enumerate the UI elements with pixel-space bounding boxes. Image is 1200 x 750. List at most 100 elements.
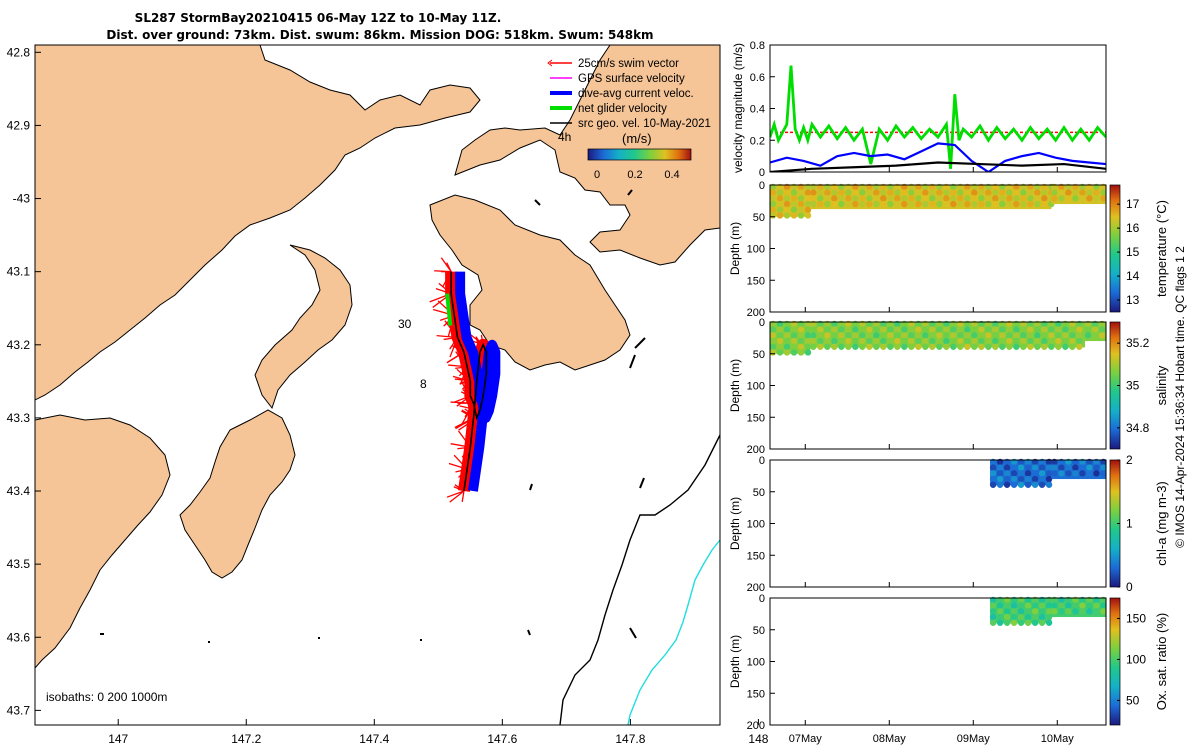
- depth-data-point: [985, 195, 992, 202]
- colorbar-temperature: [1109, 184, 1121, 313]
- depth-data-point: [866, 195, 873, 202]
- depth-data-point: [1065, 189, 1072, 196]
- legend-arrow-swim: [547, 59, 553, 67]
- depth-data-point: [1027, 200, 1034, 208]
- depth-data-point: [1017, 608, 1025, 615]
- depth-data-point: [790, 349, 798, 356]
- depth-data-point: [852, 195, 859, 202]
- depth-data-point: [866, 189, 873, 196]
- depth-data-point: [908, 332, 915, 339]
- depth-data-point: [1069, 326, 1076, 333]
- footer-credit: © IMOS 14-Apr-2024 15:36:34 Hobart time.…: [1173, 246, 1187, 548]
- depth-data-point: [1062, 337, 1069, 345]
- depth-data-point: [992, 189, 999, 196]
- depth-data-point: [783, 343, 791, 350]
- depth-data-point: [783, 337, 791, 345]
- depth-data-point: [845, 195, 852, 202]
- depth-data-point: [999, 200, 1006, 208]
- geo-arrow: [627, 189, 633, 196]
- depth-data-point: [1034, 332, 1041, 339]
- depth-data-point: [957, 200, 964, 208]
- depth-data-point: [1048, 337, 1055, 345]
- depth-data-point: [887, 343, 894, 350]
- depth-data-point: [908, 326, 915, 333]
- depth-data-point: [1051, 195, 1058, 202]
- depth-data-point: [887, 189, 894, 196]
- depth-data-point: [1084, 326, 1092, 333]
- depth-data-point: [964, 332, 971, 339]
- depth-data-point: [989, 475, 997, 483]
- depth-data-point: [936, 195, 943, 202]
- depth-data-point: [831, 189, 838, 196]
- depth-data-point: [797, 332, 805, 339]
- depth-data-block: [770, 185, 811, 217]
- depth-data-point: [838, 200, 845, 208]
- depth-data-point: [810, 337, 817, 345]
- depth-data-point: [790, 326, 798, 333]
- depth-data-point: [776, 200, 784, 208]
- colorbar-tick-label: 1: [1126, 517, 1133, 531]
- depth-data-point: [936, 332, 943, 339]
- velocity-ylabel: velocity magnitude (m/s): [731, 43, 745, 173]
- time-axis-label: 10May: [1041, 733, 1075, 745]
- depth-data-point: [936, 326, 943, 333]
- depth-data-point: [1010, 464, 1018, 471]
- depth-data-point: [922, 195, 929, 202]
- depth-data-point: [1027, 189, 1034, 196]
- colorbar-label-chlorophyll: chl-a (mg m-3): [1154, 481, 1169, 566]
- land-west-main: [35, 45, 481, 401]
- depth-data-point: [1010, 619, 1018, 626]
- depth-data-point: [1100, 189, 1107, 196]
- depth-data-point: [1010, 475, 1018, 483]
- depth-data-point: [866, 332, 873, 339]
- depth-data-point: [1020, 195, 1027, 202]
- depth-data-point: [1100, 464, 1107, 471]
- depth-data-point: [996, 470, 1004, 477]
- map-ytick-label: 43.4: [7, 484, 31, 498]
- depth-data-point: [929, 337, 936, 345]
- depth-data-point: [964, 337, 971, 345]
- depth-data-point: [790, 343, 798, 350]
- depth-data-point: [810, 195, 817, 202]
- depth-data-point: [1058, 470, 1065, 477]
- depth-panel-chlorophyll: 0 50 100 150 200 Depth (m) 2 1 0 chl-a (mg m-3): [728, 453, 1169, 594]
- legend-label-geo: src geo. vel. 10-May-2021: [578, 118, 711, 130]
- depth-data-point: [1041, 195, 1048, 202]
- depth-data-point: [1098, 332, 1106, 339]
- depth-data-point: [804, 337, 812, 345]
- title-line-1: SL287 StormBay20210415 06-May 12Z to 10-…: [135, 11, 502, 25]
- depth-ytick-label: 150: [747, 275, 765, 287]
- colorbar-tick-label: 13: [1126, 293, 1140, 307]
- depth-data-point: [838, 332, 845, 339]
- depth-data-point: [1100, 608, 1107, 615]
- depth-data-point: [845, 200, 852, 208]
- colorbar-tick-label: 15: [1126, 245, 1140, 259]
- depth-data-point: [996, 475, 1004, 483]
- depth-data-point: [1020, 337, 1027, 345]
- depth-ylabel: Depth (m): [728, 497, 742, 550]
- depth-ytick-label: 0: [759, 317, 765, 329]
- map-xtick-label: 147.2: [231, 732, 261, 746]
- map-ytick-label: 43.5: [7, 557, 31, 571]
- map-ytick-label: 43.7: [7, 703, 31, 717]
- depth-data-point: [1017, 619, 1025, 626]
- depth-data-point: [1031, 475, 1039, 483]
- depth-data-point: [1024, 481, 1032, 488]
- depth-data-point: [1079, 464, 1086, 471]
- depth-data-point: [776, 332, 784, 339]
- depth-data-point: [873, 189, 880, 196]
- depth-data-point: [1013, 326, 1020, 333]
- depth-ytick-label: 0: [759, 455, 765, 467]
- isobaths-label: isobaths: 0 200 1000m: [46, 690, 167, 704]
- depth-data-point: [943, 195, 950, 202]
- depth-data-point: [1045, 602, 1053, 609]
- depth-data-point: [929, 189, 936, 196]
- depth-data-point: [964, 343, 971, 350]
- colorbar-tick-label: 35: [1126, 379, 1140, 393]
- map-panel: 30 8 147 147.2 147.4 147.6 147.8 148 42.8 42.9 -…: [7, 44, 769, 746]
- depth-data-point: [783, 206, 791, 213]
- depth-data-point: [1020, 343, 1027, 350]
- depth-data-point: [908, 189, 915, 196]
- depth-data-point: [859, 332, 866, 339]
